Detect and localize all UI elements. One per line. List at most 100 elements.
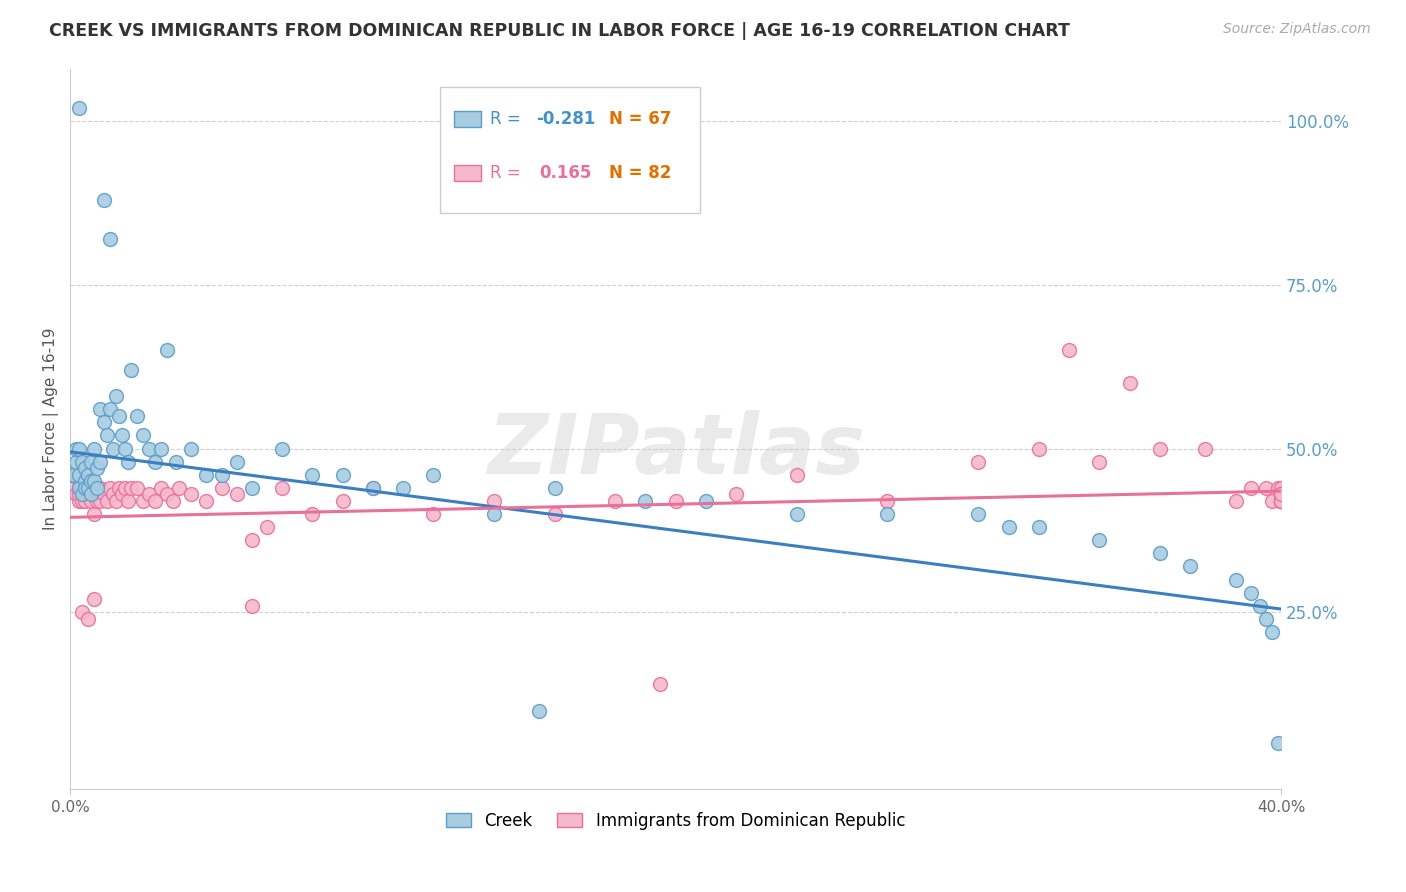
Point (1270, 487, 1292, 501)
Point (72, 487, 94, 501)
Point (77, 487, 100, 501)
Point (107, 481, 129, 495)
Point (1057, 343, 1080, 358)
Point (240, 481, 263, 495)
Point (650, 677, 672, 691)
Point (67, 481, 90, 495)
Point (89, 402, 111, 417)
Point (89, 481, 111, 495)
Point (96, 494, 118, 508)
Point (1270, 494, 1292, 508)
Point (332, 494, 354, 508)
Point (89, 455, 111, 469)
Point (361, 481, 384, 495)
Point (211, 467, 233, 482)
Point (138, 487, 160, 501)
Point (75, 487, 97, 501)
Point (695, 494, 717, 508)
Point (361, 481, 384, 495)
Point (62, 467, 84, 482)
Point (114, 481, 136, 495)
Point (117, 494, 139, 508)
Point (101, 487, 124, 501)
Point (156, 343, 179, 358)
Point (98, 232, 121, 246)
Point (1149, 546, 1171, 560)
Point (96, 428, 118, 442)
Legend: Creek, Immigrants from Dominican Republic: Creek, Immigrants from Dominican Republi… (441, 807, 910, 835)
Point (1178, 559, 1201, 574)
Point (1261, 494, 1284, 508)
Point (1270, 494, 1292, 508)
Point (301, 507, 323, 521)
Point (543, 481, 565, 495)
Point (1118, 376, 1140, 390)
Point (67, 467, 90, 482)
Point (225, 487, 247, 501)
Point (72, 481, 94, 495)
Point (86, 494, 108, 508)
Text: N = 67: N = 67 (609, 110, 672, 128)
Point (65, 487, 87, 501)
Point (422, 507, 444, 521)
Point (80, 487, 103, 501)
Point (422, 467, 444, 482)
Point (104, 389, 127, 403)
Point (72, 475, 94, 489)
Point (1267, 481, 1289, 495)
Point (180, 442, 202, 456)
Point (65, 442, 87, 456)
Point (1270, 481, 1292, 495)
Point (167, 481, 190, 495)
Point (1270, 487, 1292, 501)
Point (67, 475, 90, 489)
Point (1270, 494, 1292, 508)
Point (132, 494, 155, 508)
Point (665, 494, 688, 508)
Point (150, 442, 173, 456)
Point (62, 467, 84, 482)
Point (1270, 487, 1292, 501)
Point (72, 494, 94, 508)
Point (1240, 481, 1263, 495)
Point (240, 599, 263, 613)
Point (180, 487, 202, 501)
Point (83, 592, 105, 607)
Point (1254, 481, 1277, 495)
Point (195, 494, 218, 508)
Point (967, 455, 990, 469)
Point (529, 704, 551, 718)
Point (67, 442, 90, 456)
Point (125, 481, 148, 495)
Point (1270, 494, 1292, 508)
Point (1088, 533, 1111, 548)
Point (77, 475, 100, 489)
Point (117, 455, 139, 469)
FancyBboxPatch shape (440, 87, 700, 212)
Point (271, 442, 294, 456)
Point (75, 494, 97, 508)
Text: Source: ZipAtlas.com: Source: ZipAtlas.com (1223, 22, 1371, 37)
Point (101, 442, 124, 456)
Point (80, 455, 103, 469)
Point (1225, 573, 1247, 587)
FancyBboxPatch shape (454, 165, 481, 181)
Point (77, 481, 100, 495)
Point (65, 467, 87, 482)
Point (876, 494, 898, 508)
Point (1270, 487, 1292, 501)
Point (86, 487, 108, 501)
Point (80, 475, 103, 489)
Point (120, 481, 142, 495)
Point (77, 467, 100, 482)
Text: 0.165: 0.165 (538, 164, 591, 182)
Point (132, 428, 155, 442)
Point (156, 487, 179, 501)
Point (1028, 520, 1050, 534)
Point (98, 481, 121, 495)
Point (75, 481, 97, 495)
Point (83, 442, 105, 456)
Point (1270, 494, 1292, 508)
Text: ZIPatlas: ZIPatlas (486, 410, 865, 491)
Point (111, 487, 134, 501)
